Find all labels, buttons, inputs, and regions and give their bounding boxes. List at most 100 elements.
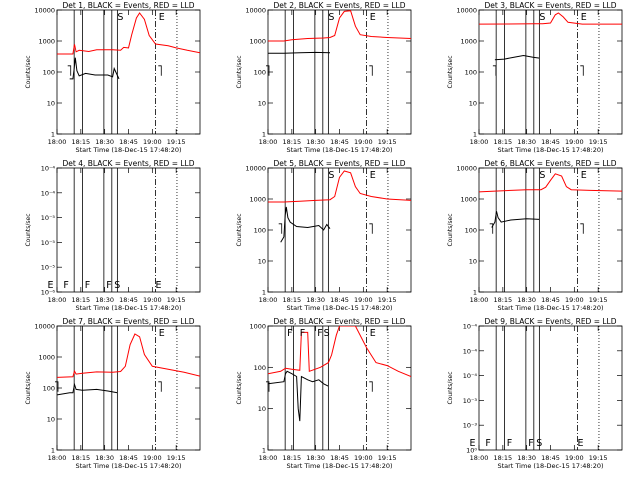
y-tick-label: 1000 [249,196,266,204]
panel-title: Det 8, BLACK = Events, RED = LLD [273,317,405,326]
segment-end-mark [158,65,162,76]
x-axis-label: Start Time (18-Dec-15 17:48:20) [497,462,603,470]
flag-letter: S [536,438,542,449]
x-tick-label: 19:00 [565,296,584,304]
y-tick-label: 100 [43,385,55,393]
lld-series-line [57,333,200,378]
y-tick-label: 10000 [34,323,55,331]
y-tick-label: 10⁻⁵ [41,239,56,247]
flag-letter: F [63,280,68,291]
x-tick-label: 19:15 [167,296,186,304]
y-tick-label: 10⁻³ [463,422,478,430]
y-axis-label: Counts/sec [447,371,454,404]
flag-letter: F [85,280,90,291]
y-tick-label: 10⁻⁵ [41,214,56,222]
y-tick-label: 1 [262,289,266,297]
y-tick-label: 100 [465,227,477,235]
x-tick-label: 18:45 [330,296,349,304]
x-tick-label: 18:45 [119,138,138,146]
segment-end-mark [492,65,497,76]
flag-letter: E [581,12,587,23]
flag-letter: E [469,438,475,449]
y-tick-label: 100 [254,364,266,372]
x-tick-label: 18:15 [282,296,301,304]
plot-frame [267,9,412,135]
panel-title: Det 9, BLACK = Events, RED = LLD [484,317,616,326]
x-tick-label: 18:00 [259,296,278,304]
y-axis-label: Counts/sec [236,371,243,404]
panel-det-2: Det 2, BLACK = Events, RED = LLD 1 10 100 10… [236,1,412,154]
flag-letter: E [156,280,162,291]
segment-end-mark [369,223,373,234]
segment-end-mark [369,65,373,76]
x-axis-label: Start Time (18-Dec-15 17:48:20) [286,462,392,470]
flag-letter: F [287,328,292,339]
flag-letter: F [485,438,490,449]
y-axis-label: Counts/sec [447,213,454,246]
plot-frame [56,167,201,293]
flag-letter: S [328,170,334,181]
x-tick-label: 18:45 [119,296,138,304]
segment-end-mark [266,381,270,392]
y-tick-label: 1000 [249,38,266,46]
plot-frame [478,325,623,451]
flag-letter: E [47,280,53,291]
lld-series-line [268,10,411,42]
x-tick-label: 18:45 [330,454,349,462]
lld-series-line [268,170,411,203]
plot-frame [56,9,201,135]
x-tick-label: 18:00 [48,454,67,462]
y-tick-label: 10000 [456,165,477,173]
x-tick-label: 18:15 [282,454,301,462]
events-series-line [268,370,329,422]
x-tick-label: 18:45 [541,138,560,146]
x-axis-label: Start Time (18-Dec-15 17:48:20) [286,304,392,312]
x-tick-label: 18:15 [493,296,512,304]
x-tick-label: 18:45 [330,138,349,146]
plot-frame [56,325,201,451]
x-tick-label: 18:45 [119,454,138,462]
x-tick-label: 18:15 [71,138,90,146]
events-series-line [494,54,540,61]
x-tick-label: 19:00 [354,296,373,304]
x-tick-label: 19:00 [143,296,162,304]
x-tick-label: 19:15 [589,296,608,304]
plot-frame [478,9,623,135]
x-tick-label: 19:00 [354,454,373,462]
y-tick-label: 10 [258,100,266,108]
x-tick-label: 19:15 [167,138,186,146]
flag-letter: S [324,328,330,339]
x-tick-label: 18:00 [259,454,278,462]
segment-end-mark [278,223,283,234]
x-tick-label: 19:15 [378,138,397,146]
flag-letter: F [507,438,512,449]
lld-series-line [57,12,200,55]
x-tick-label: 18:00 [470,296,489,304]
panel-det-9: Det 9, BLACK = Events, RED = LLD 10⁰ 10⁻³ 1… [447,317,623,470]
panel-det-1: Det 1, BLACK = Events, RED = LLD 1 10 100 10… [25,1,201,154]
panel-title: Det 2, BLACK = Events, RED = LLD [273,1,405,10]
plot-frame [267,167,412,293]
x-tick-label: 19:00 [143,138,162,146]
y-tick-label: 10 [469,258,477,266]
segment-end-mark [580,223,584,234]
x-tick-label: 19:15 [589,454,608,462]
panel-det-8: Det 8, BLACK = Events, RED = LLD 1 10 100 10… [236,317,412,470]
segment-end-mark [67,65,72,76]
flag-letter: E [370,170,376,181]
y-tick-label: 10⁻⁴ [41,189,56,197]
y-tick-label: 10000 [245,7,266,15]
y-axis-label: Counts/sec [25,55,32,88]
y-tick-label: 10⁻⁴ [463,347,478,355]
panel-title: Det 1, BLACK = Events, RED = LLD [62,1,194,10]
flag-letter: F [106,280,111,291]
panel-det-6: Det 6, BLACK = Events, RED = LLD 1 10 100 10… [447,159,623,312]
x-tick-label: 19:00 [143,454,162,462]
x-tick-label: 18:30 [95,454,114,462]
y-tick-label: 10⁻⁴ [41,165,56,173]
y-tick-label: 100 [465,69,477,77]
y-tick-label: 10 [258,258,266,266]
x-tick-label: 18:15 [493,454,512,462]
y-axis-label: Counts/sec [236,55,243,88]
flag-letter: F [300,328,305,339]
